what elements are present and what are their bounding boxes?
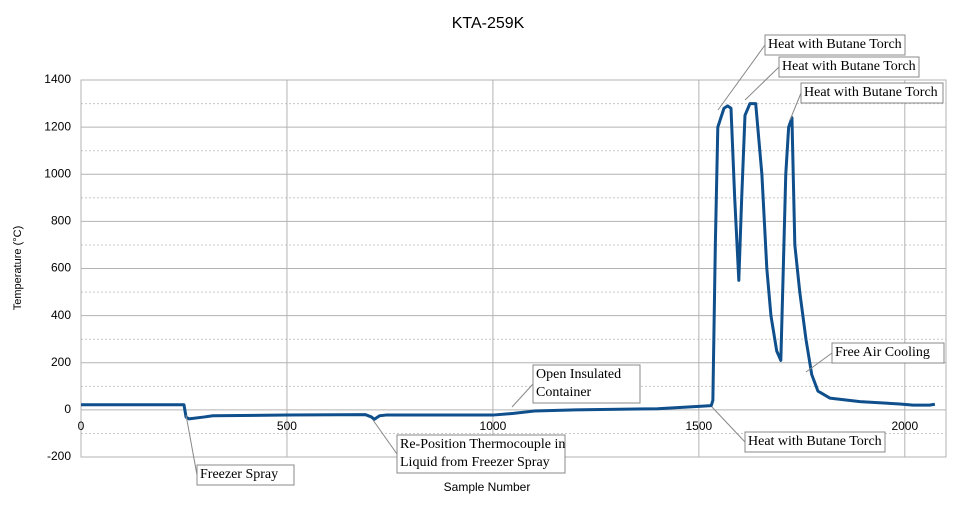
annotation-leader — [185, 414, 198, 476]
y-tick-label: 1400 — [44, 72, 71, 86]
annotation-box — [831, 342, 945, 364]
y-tick-label: -200 — [47, 449, 71, 463]
annotation-text: Heat with Butane Torch — [782, 59, 916, 74]
y-tick-label: 200 — [51, 355, 71, 369]
x-tick-label: 2000 — [891, 419, 918, 433]
annotation-text: Re-Position Thermocouple in — [400, 437, 565, 452]
annotation-text: Open Insulated — [536, 367, 621, 382]
annotation-leader — [717, 44, 766, 111]
y-tick-label: 1000 — [44, 166, 71, 180]
y-tick-label: 400 — [51, 308, 71, 322]
annotation-box — [764, 34, 906, 56]
annotation-text: Heat with Butane Torch — [748, 434, 882, 449]
annotation-leader — [711, 406, 746, 443]
annotation-text: Heat with Butane Torch — [768, 37, 902, 52]
annotation-box — [196, 464, 295, 486]
annotation-leader — [511, 383, 534, 408]
annotation-box — [744, 431, 886, 453]
x-tick-label: 500 — [277, 419, 297, 433]
annotation-text: Heat with Butane Torch — [804, 85, 938, 100]
annotation-leader — [805, 352, 833, 373]
annotation-text: Container — [536, 385, 592, 400]
x-axis-label: Sample Number — [444, 480, 531, 494]
x-tick-label: 0 — [78, 419, 85, 433]
chart-title: KTA-259K — [452, 15, 525, 32]
annotation-text: Freezer Spray — [200, 467, 278, 482]
annotation-box — [800, 82, 944, 104]
annotation-text: Free Air Cooling — [835, 345, 930, 360]
annotation-box — [532, 364, 641, 404]
y-axis-label: Temperature (°C) — [12, 226, 24, 310]
annotation-leader — [372, 419, 398, 455]
data-line — [81, 102, 936, 421]
y-tick-label: 600 — [51, 261, 71, 275]
annotation-leader — [789, 92, 802, 121]
x-tick-label: 1000 — [480, 419, 507, 433]
annotation-text: Liquid from Freezer Spray — [400, 455, 550, 470]
annotation-leader — [744, 66, 780, 101]
y-tick-label: 1200 — [44, 119, 71, 133]
x-tick-label: 1500 — [686, 419, 713, 433]
annotation-box — [396, 434, 566, 474]
annotation-box — [778, 56, 920, 78]
y-tick-label: 800 — [51, 214, 71, 228]
y-tick-label: 0 — [64, 402, 71, 416]
